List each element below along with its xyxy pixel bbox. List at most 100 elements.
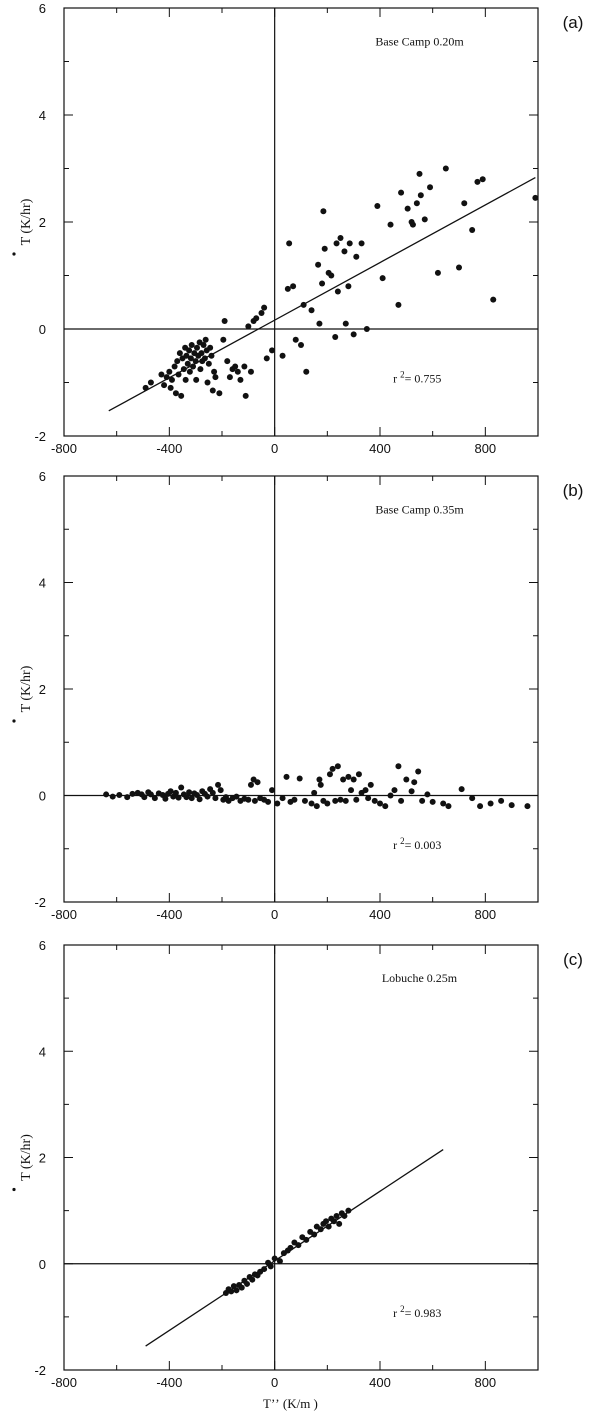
data-point [205, 360, 212, 367]
data-point [353, 796, 360, 803]
data-point [269, 347, 276, 354]
data-point [337, 796, 344, 803]
data-point [284, 285, 291, 292]
y-tick-label: 2 [39, 215, 46, 230]
data-point [427, 184, 434, 191]
data-point [147, 791, 154, 798]
data-point [186, 789, 193, 796]
data-point [350, 776, 357, 783]
x-tick-label: -800 [51, 907, 77, 922]
data-point [434, 269, 441, 276]
x-tick-label: 400 [369, 1375, 391, 1390]
data-point [316, 776, 323, 783]
data-point [197, 366, 204, 373]
data-point [324, 800, 331, 807]
chart-panel-c: -800 -400 0 400 800 -2 0 2 4 6 Lobuche 0.25m r 2= 0… [12, 938, 583, 1411]
data-point [365, 795, 372, 802]
data-point [232, 363, 239, 370]
data-point [308, 800, 315, 807]
data-point [329, 765, 336, 772]
data-point [316, 320, 323, 327]
data-point [469, 227, 476, 234]
data-point [221, 317, 228, 324]
data-point [415, 768, 422, 775]
data-point [204, 379, 211, 386]
data-point [340, 776, 347, 783]
data-point [332, 334, 339, 341]
data-point [403, 776, 410, 783]
data-point [103, 791, 110, 798]
data-point [291, 796, 298, 803]
regression-line [145, 1148, 444, 1347]
data-point [116, 791, 123, 798]
data-point [303, 368, 310, 375]
data-point [261, 304, 268, 311]
data-point [350, 331, 357, 338]
data-point [162, 795, 169, 802]
data-point [323, 1218, 330, 1225]
data-point [279, 352, 286, 359]
x-tick-label: 400 [369, 441, 391, 456]
data-point [334, 763, 341, 770]
data-point [292, 336, 299, 343]
data-point [167, 788, 174, 795]
y-tick-label: 2 [39, 682, 46, 697]
data-point [440, 800, 447, 807]
data-point [220, 336, 227, 343]
data-point [490, 296, 497, 303]
data-point [187, 355, 194, 362]
data-point [325, 1223, 332, 1230]
data-point [245, 796, 252, 803]
data-point [532, 194, 539, 201]
data-point [207, 344, 214, 351]
data-point [395, 301, 402, 308]
data-point [342, 320, 349, 327]
data-point [363, 326, 370, 332]
data-point [341, 1212, 348, 1219]
y-tick-label: 0 [39, 1257, 46, 1272]
data-point [249, 1276, 256, 1283]
y-tick-label: 4 [39, 108, 46, 123]
data-point [217, 787, 224, 794]
data-point [161, 382, 168, 389]
x-tick-label: -400 [156, 1375, 182, 1390]
data-point [315, 261, 322, 268]
panel-label: (b) [563, 481, 584, 500]
data-point [226, 374, 233, 381]
data-point [200, 342, 207, 349]
data-point [166, 368, 173, 375]
data-point [424, 791, 431, 798]
data-point [245, 323, 252, 330]
data-point [241, 363, 248, 370]
y-tick-label: -2 [34, 429, 46, 444]
data-point [298, 342, 304, 349]
chart-panel-b: -800 -400 0 400 800 -2 0 2 4 6 Base Camp 0.35m r 2=… [12, 469, 583, 922]
data-point [398, 797, 405, 804]
data-point [163, 374, 170, 381]
data-point [417, 192, 424, 199]
data-point [283, 773, 290, 780]
data-point [319, 280, 326, 287]
r-squared-label: r 2= 0.983 [393, 1304, 441, 1320]
data-point [290, 283, 297, 290]
data-point [188, 795, 195, 802]
data-point [267, 1263, 274, 1270]
data-point [192, 358, 199, 365]
data-point [355, 771, 362, 778]
data-point [198, 350, 205, 357]
x-tick-label: -800 [51, 1375, 77, 1390]
data-point [109, 793, 116, 800]
data-point [391, 787, 398, 794]
x-tick-label: 0 [271, 1375, 278, 1390]
data-point [186, 347, 193, 354]
site-annotation: Lobuche 0.25m [382, 971, 458, 985]
y-axis-label: T (K/hr) [19, 665, 34, 712]
data-point [313, 803, 320, 810]
data-point [371, 797, 378, 804]
data-point [158, 371, 165, 378]
data-point [374, 202, 381, 209]
data-point [346, 240, 353, 247]
data-point [215, 781, 222, 788]
data-point [183, 352, 190, 359]
data-point [498, 797, 505, 804]
